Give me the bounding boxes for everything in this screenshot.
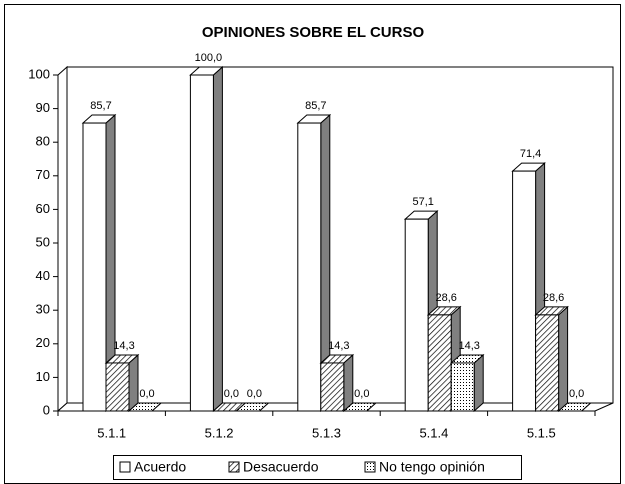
bar-top bbox=[557, 402, 592, 412]
bar-side bbox=[212, 65, 223, 413]
bar bbox=[404, 218, 429, 412]
y-tick-label: 0 bbox=[43, 402, 50, 417]
side-wall bbox=[57, 65, 68, 413]
y-tick-label: 90 bbox=[36, 100, 50, 115]
y-tick-label: 60 bbox=[36, 201, 50, 216]
value-label: 28,6 bbox=[543, 292, 564, 304]
legend-swatch bbox=[364, 461, 376, 473]
bar-side bbox=[558, 305, 569, 413]
bar bbox=[297, 122, 322, 412]
y-tick-label: 100 bbox=[28, 66, 50, 81]
y-tick-label: 80 bbox=[36, 134, 50, 149]
value-label: 0,0 bbox=[247, 388, 262, 400]
y-tick-label: 40 bbox=[36, 268, 50, 283]
value-label: 14,3 bbox=[458, 340, 479, 352]
value-label: 28,6 bbox=[435, 292, 456, 304]
bar bbox=[82, 122, 107, 412]
legend-swatch bbox=[228, 461, 240, 473]
y-tick-label: 20 bbox=[36, 335, 50, 350]
value-label: 85,7 bbox=[90, 100, 111, 112]
value-label: 85,7 bbox=[305, 100, 326, 112]
bar bbox=[427, 314, 452, 412]
bar bbox=[189, 74, 214, 412]
bar bbox=[450, 362, 475, 412]
bar bbox=[320, 362, 345, 412]
bar-top bbox=[342, 402, 378, 412]
y-tick-label: 10 bbox=[36, 369, 50, 384]
value-label: 14,3 bbox=[328, 340, 349, 352]
x-tick-label: 5.1.4 bbox=[419, 425, 448, 440]
value-label: 0,0 bbox=[224, 388, 239, 400]
bar bbox=[512, 170, 537, 412]
value-label: 0,0 bbox=[139, 388, 154, 400]
x-tick-label: 5.1.5 bbox=[527, 425, 556, 440]
value-label: 0,0 bbox=[354, 388, 369, 400]
legend-label: No tengo opinión bbox=[379, 459, 485, 475]
bar-side bbox=[473, 353, 484, 413]
y-tick-label: 30 bbox=[36, 302, 50, 317]
chart-title: OPINIONES SOBRE EL CURSO bbox=[202, 24, 425, 41]
y-tick-label: 70 bbox=[36, 167, 50, 182]
x-tick-label: 5.1.3 bbox=[312, 425, 341, 440]
x-tick-label: 5.1.2 bbox=[205, 425, 234, 440]
value-label: 57,1 bbox=[412, 196, 433, 208]
bar-side bbox=[343, 353, 354, 413]
bar bbox=[105, 362, 130, 412]
bar-side bbox=[128, 353, 139, 413]
bar bbox=[535, 314, 560, 412]
value-label: 0,0 bbox=[569, 388, 584, 400]
x-tick-label: 5.1.1 bbox=[97, 425, 126, 440]
legend-swatch bbox=[119, 461, 131, 473]
bar-top bbox=[235, 402, 270, 412]
bar-top bbox=[127, 402, 163, 412]
legend-label: Acuerdo bbox=[134, 459, 186, 475]
value-label: 14,3 bbox=[113, 340, 134, 352]
value-label: 100,0 bbox=[195, 52, 223, 64]
legend bbox=[113, 455, 522, 480]
legend-label: Desacuerdo bbox=[243, 459, 319, 475]
y-tick-label: 50 bbox=[36, 234, 50, 249]
value-label: 71,4 bbox=[520, 148, 541, 160]
